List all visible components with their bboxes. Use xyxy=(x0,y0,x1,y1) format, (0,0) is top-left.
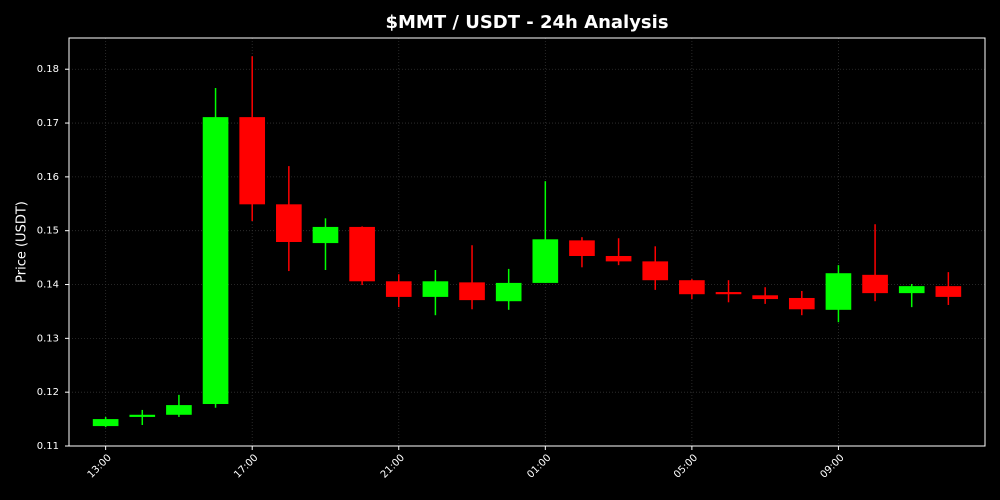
candle-body xyxy=(385,281,412,297)
x-tick-label: 17:00 xyxy=(232,452,260,480)
candle-body xyxy=(898,286,925,294)
candle-body xyxy=(92,419,119,427)
y-tick-label: 0.12 xyxy=(37,387,59,398)
candle-body xyxy=(862,274,888,294)
candle-body xyxy=(825,273,852,310)
candle-body xyxy=(679,280,705,295)
candle-body xyxy=(422,281,449,297)
candle-body xyxy=(788,297,815,310)
plot-frame xyxy=(68,37,986,447)
x-tick-label: 01:00 xyxy=(525,452,553,480)
x-tick-label: 21:00 xyxy=(379,452,407,480)
candle-body xyxy=(349,226,375,282)
candle-body xyxy=(752,295,778,300)
candle-body xyxy=(202,117,229,405)
candle-body xyxy=(312,226,339,244)
y-tick-label: 0.16 xyxy=(37,172,59,183)
candle-body xyxy=(532,239,559,283)
x-tick-label: 13:00 xyxy=(86,452,114,480)
chart-title: $MMT / USDT - 24h Analysis xyxy=(385,12,668,33)
candle-body xyxy=(495,282,522,302)
candle-body xyxy=(642,261,669,281)
candle-body xyxy=(605,255,632,262)
x-tick-label: 05:00 xyxy=(672,452,700,480)
y-tick-label: 0.15 xyxy=(37,226,59,237)
candle-body xyxy=(569,240,595,256)
y-tick-label: 0.17 xyxy=(37,118,59,129)
candle-body xyxy=(276,204,302,242)
candle-body xyxy=(166,405,192,415)
candle-body xyxy=(459,282,485,301)
x-tick-label: 09:00 xyxy=(819,452,847,480)
candle-body xyxy=(129,414,156,417)
y-tick-label: 0.11 xyxy=(37,441,59,452)
y-axis-label: Price (USDT) xyxy=(15,201,30,283)
y-tick-label: 0.14 xyxy=(37,280,59,291)
candle-body xyxy=(239,117,266,205)
y-tick-label: 0.18 xyxy=(37,64,59,75)
y-tick-label: 0.13 xyxy=(37,333,59,344)
candle-body xyxy=(935,286,962,297)
candle-body xyxy=(715,292,742,295)
